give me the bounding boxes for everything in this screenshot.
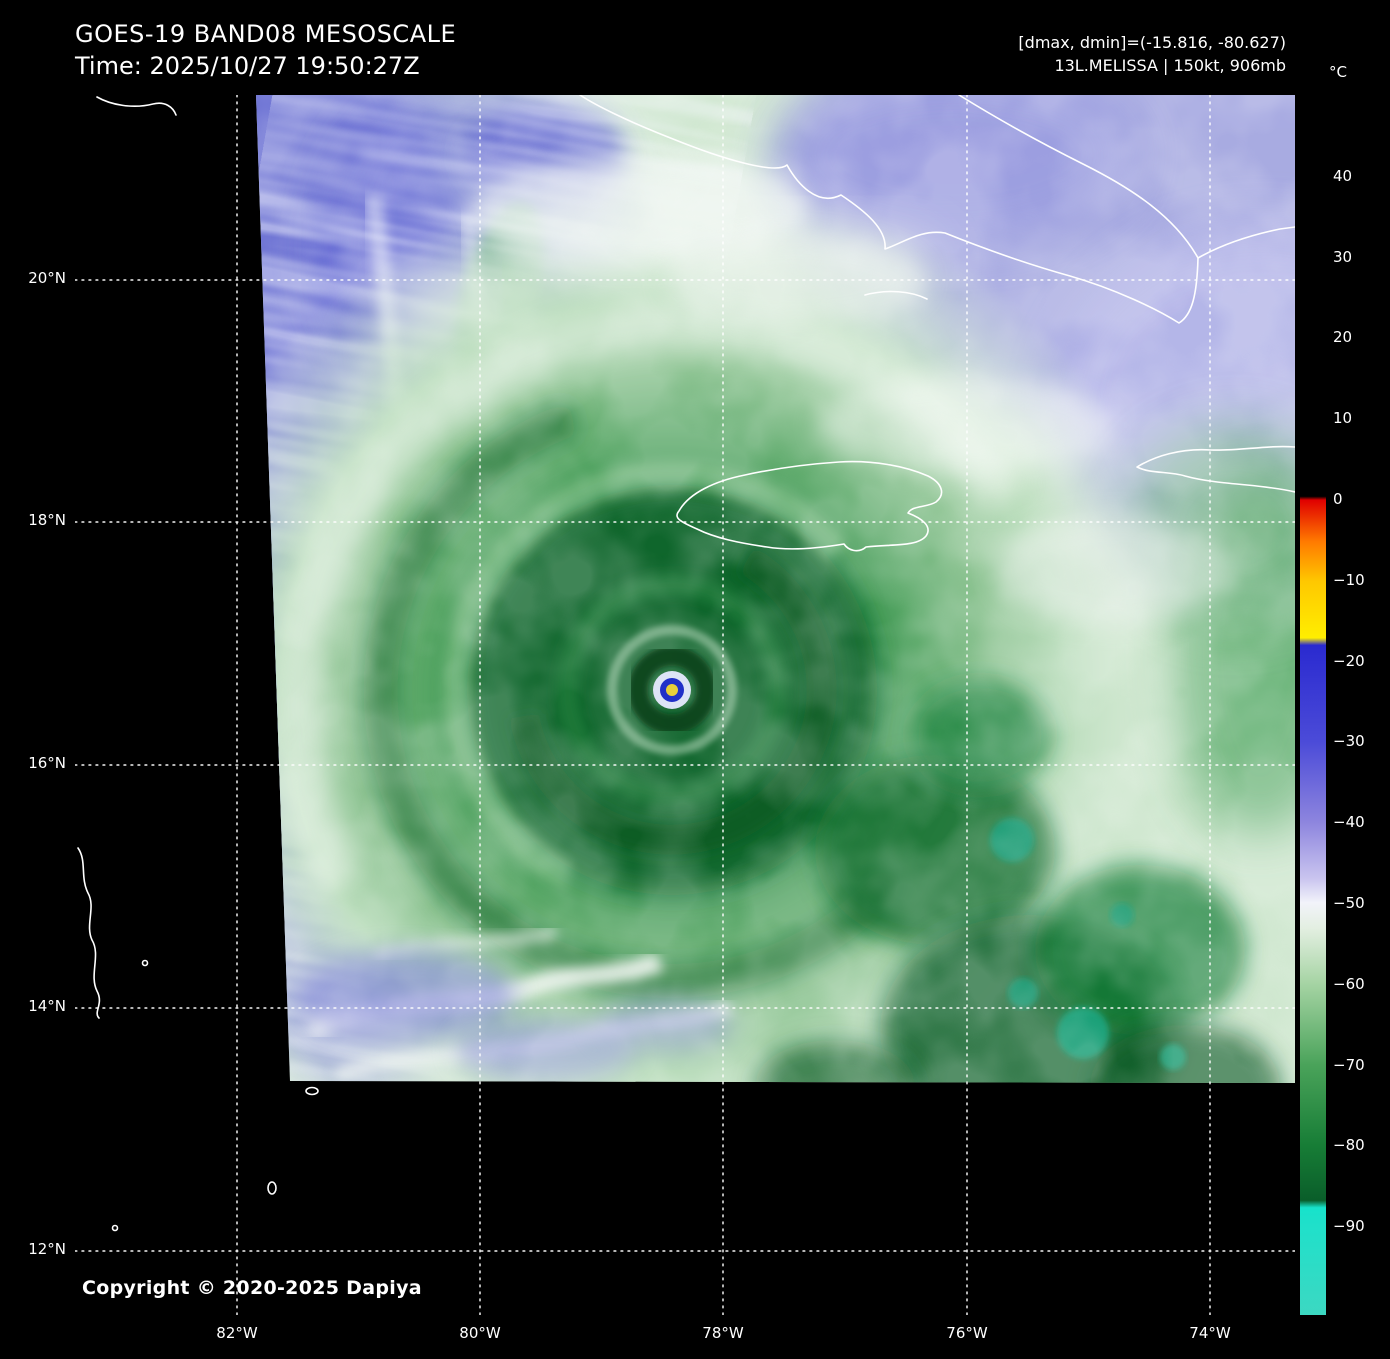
dmax-dmin-readout: [dmax, dmin]=(-15.816, -80.627) bbox=[1018, 33, 1286, 52]
jamaica-coastline bbox=[676, 460, 943, 552]
product-title: GOES-19 BAND08 MESOSCALE bbox=[75, 20, 457, 48]
northwest-coast-fragment bbox=[96, 96, 177, 116]
lon-label: 80°W bbox=[459, 1324, 501, 1342]
cuba-north-coast bbox=[1197, 226, 1295, 259]
hispaniola-coastline bbox=[1136, 445, 1295, 493]
small-island bbox=[305, 1086, 319, 1096]
colorbar-tick: −60 bbox=[1333, 975, 1365, 993]
colorbar-tick: −10 bbox=[1333, 571, 1365, 589]
cuba-cays bbox=[864, 290, 928, 300]
colorbar-tick: −80 bbox=[1333, 1136, 1365, 1154]
lat-label: 18°N bbox=[28, 511, 66, 529]
small-island bbox=[141, 959, 149, 967]
colorbar-tick: −90 bbox=[1333, 1217, 1365, 1235]
grid-lines bbox=[75, 95, 1295, 1315]
colorbar-tick: 10 bbox=[1333, 409, 1353, 427]
temperature-colorbar bbox=[1300, 95, 1326, 1315]
cuba-coastline bbox=[579, 95, 1199, 324]
storm-info: 13L.MELISSA | 150kt, 906mb bbox=[1054, 56, 1286, 75]
colorbar-tick: 30 bbox=[1333, 248, 1353, 266]
hurricane-eye bbox=[607, 625, 737, 755]
coastlines bbox=[77, 95, 1295, 1232]
lat-label: 20°N bbox=[28, 269, 66, 287]
lon-label: 78°W bbox=[702, 1324, 744, 1342]
small-island bbox=[267, 1181, 277, 1195]
copyright-watermark: Copyright © 2020-2025 Dapiya bbox=[82, 1277, 422, 1299]
lon-label: 82°W bbox=[216, 1324, 258, 1342]
colorbar-tick: 0 bbox=[1333, 490, 1343, 508]
colorbar-tick: −30 bbox=[1333, 732, 1365, 750]
colorbar-tick: −50 bbox=[1333, 894, 1365, 912]
timestamp: Time: 2025/10/27 19:50:27Z bbox=[75, 52, 420, 80]
lat-label: 16°N bbox=[28, 754, 66, 772]
central-america-coastline bbox=[77, 847, 101, 1019]
small-island bbox=[111, 1224, 119, 1232]
satellite-image bbox=[75, 95, 1295, 1315]
colorbar-tick: −70 bbox=[1333, 1056, 1365, 1074]
header-right: [dmax, dmin]=(-15.816, -80.627) 13L.MELI… bbox=[1018, 31, 1286, 77]
colorbar-unit-label: °C bbox=[1329, 63, 1347, 81]
colorbar-tick: 40 bbox=[1333, 167, 1353, 185]
colorbar-tick: 20 bbox=[1333, 328, 1353, 346]
lon-label: 74°W bbox=[1189, 1324, 1231, 1342]
lat-label: 12°N bbox=[28, 1240, 66, 1258]
satellite-swath bbox=[256, 95, 1295, 1083]
cloud-texture-overlay bbox=[256, 95, 1295, 1083]
colorbar-tick: −40 bbox=[1333, 813, 1365, 831]
lat-label: 14°N bbox=[28, 997, 66, 1015]
lon-label: 76°W bbox=[946, 1324, 988, 1342]
colorbar-tick: −20 bbox=[1333, 652, 1365, 670]
map-plot bbox=[75, 95, 1295, 1315]
